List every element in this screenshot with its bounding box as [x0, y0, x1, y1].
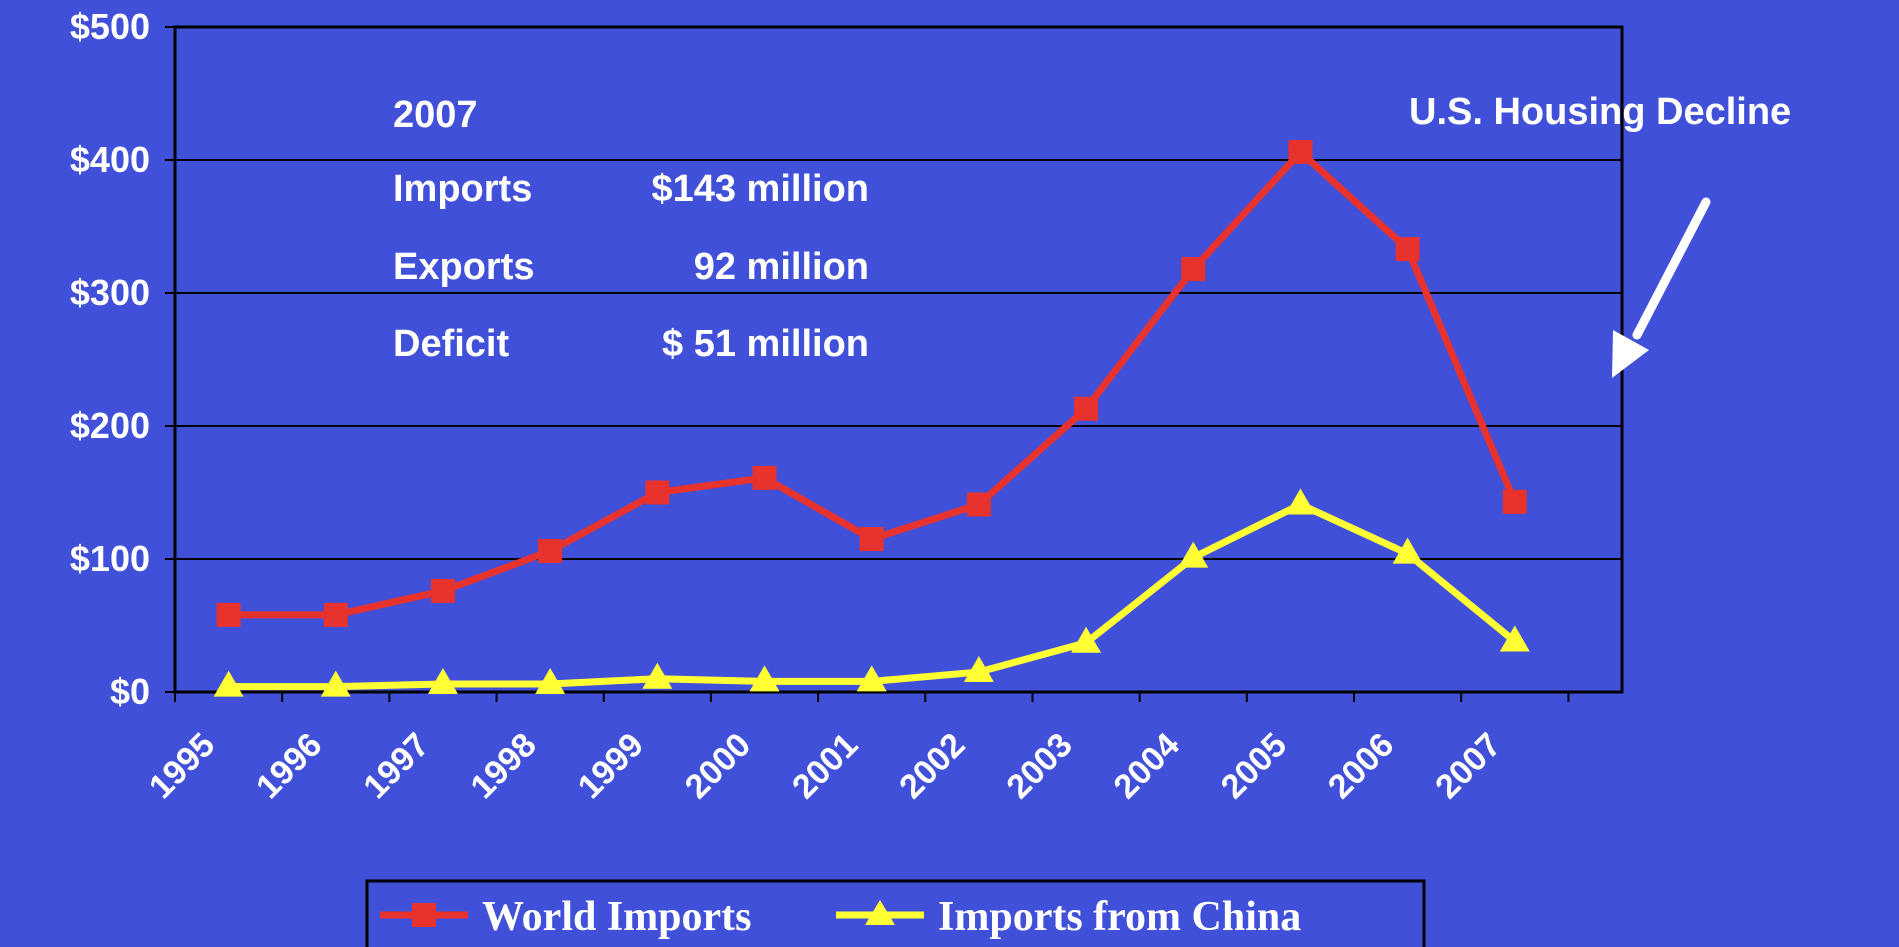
imports-from-china-point — [963, 656, 994, 683]
y-tick-label: $500 — [70, 6, 150, 47]
y-tick-label: $400 — [70, 139, 150, 180]
x-tick-label: 1995 — [142, 726, 222, 806]
x-tick-label: 1997 — [356, 726, 436, 806]
legend-world-imports-label: World Imports — [482, 894, 752, 940]
y-tick-label: $200 — [70, 405, 150, 446]
world-imports-point — [1181, 257, 1206, 282]
legend: World Imports Imports from China — [365, 879, 1426, 947]
x-tick-label: 2005 — [1214, 726, 1294, 806]
world-imports-point — [430, 578, 455, 603]
imports-from-china-point — [535, 668, 566, 695]
imports-from-china-point — [749, 665, 780, 692]
imports-from-china-point — [1392, 537, 1423, 564]
x-tick-label: 1998 — [463, 726, 543, 806]
annotation-arrow — [1612, 197, 1711, 378]
legend-china-label: Imports from China — [938, 894, 1301, 940]
info-deficit-value: $ 51 million — [662, 323, 869, 365]
imports-from-china-point — [1285, 488, 1316, 515]
world-imports-point — [216, 602, 241, 627]
world-imports-point — [1395, 237, 1420, 262]
x-tick-label: 1996 — [249, 726, 329, 806]
world-imports-point — [645, 480, 670, 505]
y-tick-label: $0 — [110, 671, 150, 712]
x-tick-label: 2004 — [1107, 726, 1187, 806]
grid-lines — [165, 26, 1622, 702]
imports-from-china-point — [320, 670, 351, 697]
world-imports-point — [859, 527, 884, 552]
info-imports-value: $143 million — [651, 168, 869, 210]
info-exports-value: 92 million — [694, 246, 869, 288]
world-imports-point — [752, 465, 777, 490]
y-tick-label: $300 — [70, 272, 150, 313]
imports-from-china-point — [642, 662, 673, 689]
y-axis-ticks: $0 $100 $200 $300 $400 $500 — [70, 6, 150, 712]
x-tick-label: 2002 — [892, 726, 972, 806]
world-imports-point — [323, 602, 348, 627]
imports-from-china-point — [427, 668, 458, 695]
imports-from-china-point — [1178, 541, 1209, 568]
x-tick-label: 2001 — [785, 726, 865, 806]
info-year: 2007 — [393, 94, 478, 136]
imports-from-china-point — [1071, 626, 1102, 653]
world-imports-point — [1288, 140, 1313, 165]
legend-world-imports-marker — [380, 903, 468, 927]
imports-from-china-point — [1499, 625, 1530, 652]
x-tick-label: 2003 — [999, 726, 1079, 806]
legend-china-marker — [836, 900, 924, 925]
x-axis-ticks: 1995 1996 1997 1998 1999 2000 2001 2002 2003 2004… — [142, 726, 1509, 806]
info-box: 2007 Imports $143 million Exports 92 mil… — [393, 94, 869, 365]
housing-decline-annotation: U.S. Housing Decline — [1409, 91, 1791, 133]
imports-from-china-point — [856, 665, 887, 692]
series-layer — [213, 140, 1530, 697]
world-imports-point — [1074, 396, 1099, 421]
x-tick-label: 2000 — [678, 726, 758, 806]
y-tick-label: $100 — [70, 538, 150, 579]
world-imports-point — [538, 539, 563, 564]
x-tick-label: 1999 — [571, 726, 651, 806]
info-imports-label: Imports — [393, 168, 532, 210]
imports-from-china-point — [213, 670, 244, 697]
info-exports-label: Exports — [393, 246, 534, 288]
x-tick-label: 2006 — [1321, 726, 1401, 806]
info-deficit-label: Deficit — [393, 323, 509, 365]
world-imports-point — [966, 492, 991, 517]
x-tick-label: 2007 — [1428, 726, 1508, 806]
world-imports-point — [1502, 489, 1527, 514]
